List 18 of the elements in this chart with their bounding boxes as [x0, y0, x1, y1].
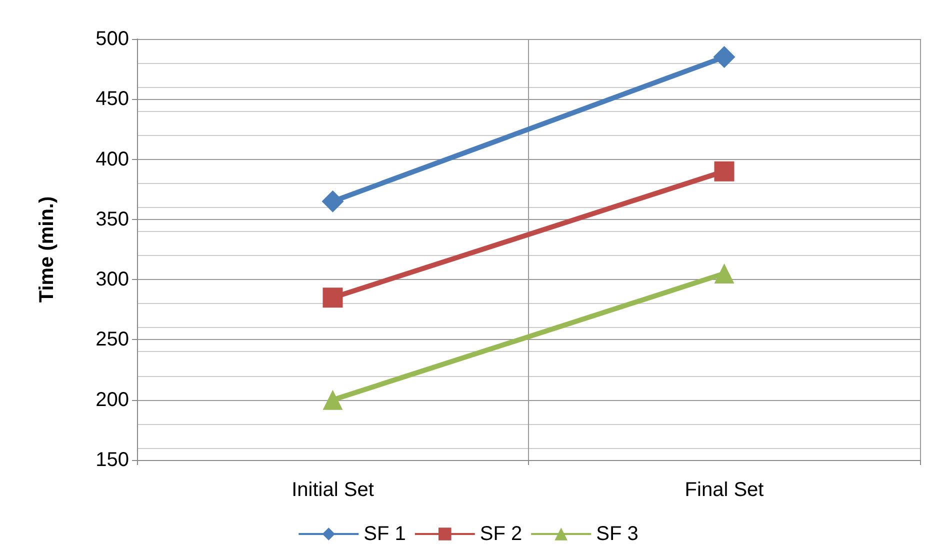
point	[322, 190, 344, 212]
point	[322, 288, 343, 308]
y-tick-label: 450	[96, 88, 129, 110]
y-tick-label: 400	[96, 148, 129, 170]
y-tick-label: 500	[96, 28, 129, 50]
legend-label: SF 2	[480, 523, 522, 545]
legend-label: SF 1	[364, 523, 406, 545]
point	[714, 161, 734, 182]
y-tick-label: 200	[96, 388, 129, 411]
y-tick-label: 150	[96, 449, 129, 471]
point	[713, 46, 736, 68]
y-tick-label: 300	[96, 268, 129, 291]
y-tick-label: 350	[96, 208, 129, 230]
y-tick-label: 250	[96, 328, 129, 351]
x-tick-label: Initial Set	[292, 479, 374, 501]
x-tick-label: Final Set	[684, 479, 764, 501]
y-axis-title: Time (min.)	[36, 196, 58, 303]
legend-label: SF 3	[596, 523, 638, 545]
